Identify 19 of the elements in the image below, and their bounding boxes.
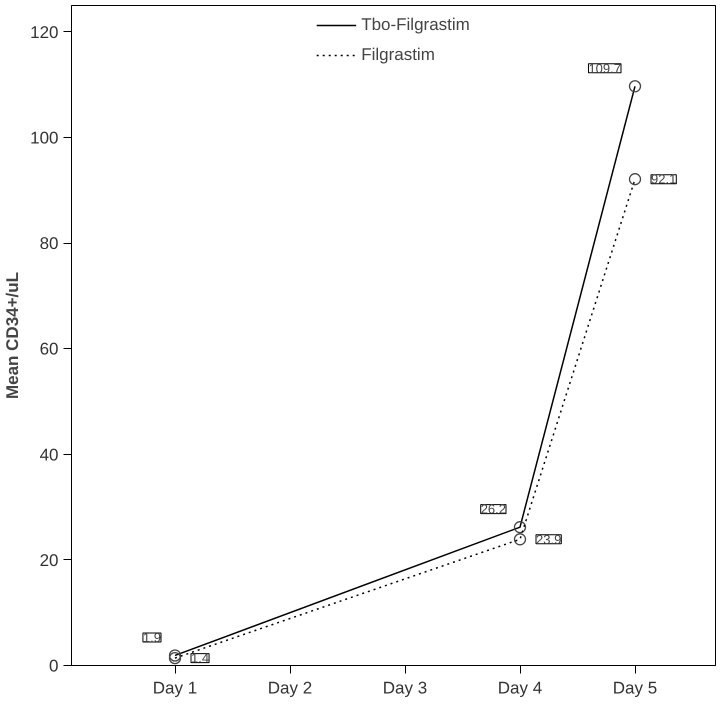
y-tick-label: 60 bbox=[40, 340, 59, 359]
x-tick-label: Day 1 bbox=[152, 678, 198, 698]
y-tick-label: 20 bbox=[40, 550, 59, 570]
legend-label: Filgrastim bbox=[361, 45, 435, 65]
y-tick-label: 0 bbox=[49, 656, 59, 676]
y-tick-label: 40 bbox=[40, 445, 59, 464]
legend-label: Tbo-Filgrastim bbox=[361, 15, 470, 35]
y-tick-label: 80 bbox=[40, 234, 59, 254]
y-axis-title: Mean CD34+/uL bbox=[3, 272, 22, 400]
x-tick-label: Day 4 bbox=[498, 678, 542, 698]
x-tick-label: Day 5 bbox=[612, 678, 658, 698]
data-label: 1.9 bbox=[142, 630, 162, 645]
y-tick-label: 120 bbox=[30, 22, 59, 42]
data-label: 92.1 bbox=[651, 172, 676, 187]
x-tick-label: Day 2 bbox=[268, 678, 312, 698]
y-tick-label: 100 bbox=[30, 128, 59, 148]
x-tick-label: Day 3 bbox=[382, 678, 428, 698]
data-label: 109.7 bbox=[588, 60, 622, 76]
data-label: 23.9 bbox=[536, 532, 562, 547]
